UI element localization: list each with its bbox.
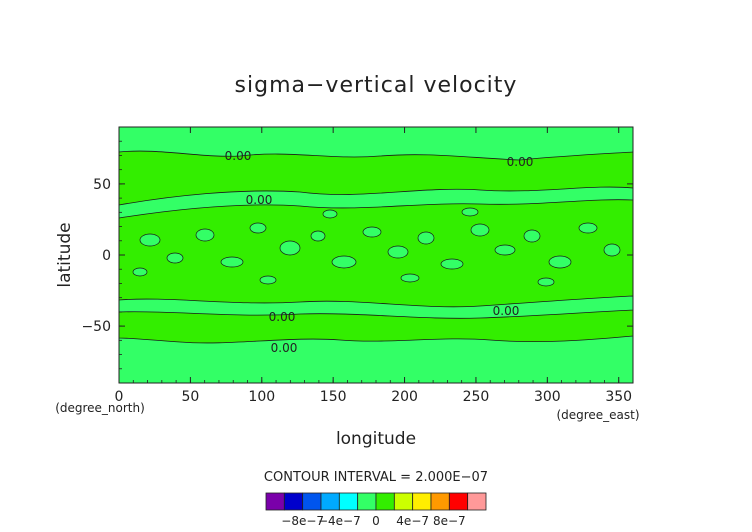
x-axis-label: longitude: [336, 429, 416, 449]
contour-label: 0.00: [271, 341, 298, 355]
colorbar-tick-label: −4e−7: [318, 514, 361, 528]
y-axis-label: latitude: [55, 222, 75, 287]
contour-regions: [118, 150, 634, 344]
contour-region-patch: [279, 240, 301, 256]
x-tick-label: 150: [320, 389, 347, 405]
colorbar-swatch: [283, 492, 304, 511]
contour-region-patch: [440, 258, 464, 270]
y-unit-label: (degree_north): [55, 401, 145, 415]
contour-region-patch: [387, 245, 409, 259]
colorbar-swatch: [357, 492, 377, 511]
contour-region-patch: [362, 226, 382, 238]
contour-region-patch: [166, 252, 184, 264]
colorbar-swatch: [412, 492, 432, 511]
x-unit-label: (degree_east): [556, 408, 639, 422]
x-tick-label: 100: [248, 389, 275, 405]
y-tick-label: 50: [93, 177, 111, 193]
contour-region-patch: [331, 255, 357, 269]
contour-region-patch: [548, 255, 572, 269]
contour-region-patch: [523, 229, 541, 243]
contour-region-patch: [400, 273, 420, 283]
contour-region-patch: [578, 222, 598, 234]
x-tick-label: 200: [391, 389, 418, 405]
contour-region-patch: [139, 233, 161, 247]
contour-region-patch: [220, 256, 244, 268]
colorbar-tick-label: 4e−7: [396, 514, 429, 528]
colorbar-swatch: [338, 492, 359, 511]
contour-region-patch: [310, 230, 326, 242]
contour-interval-label: CONTOUR INTERVAL = 2.000E−07: [264, 470, 488, 485]
x-axis: 0 50 100 150 200 250 300 350: [115, 127, 634, 405]
y-tick-label: −50: [81, 319, 111, 335]
colorbar-tick-label: 8e−7: [433, 514, 466, 528]
colorbar-swatch: [448, 492, 469, 511]
chart-title: sigma−vertical velocity: [235, 73, 518, 98]
colorbar-swatch: [265, 492, 285, 511]
contour-region-patch: [195, 228, 215, 242]
x-tick-label: 0: [115, 389, 124, 405]
x-tick-label: 300: [534, 389, 561, 405]
contour-region-patch: [259, 275, 277, 285]
contour-region-patch: [494, 244, 516, 256]
contour-region-patch: [603, 243, 621, 257]
colorbar-swatch: [467, 492, 487, 511]
colorbar-swatch: [320, 492, 340, 511]
colorbar-tick-label: 0: [372, 514, 380, 528]
x-tick-label: 50: [181, 389, 199, 405]
colorbar-swatch: [375, 492, 395, 511]
contour-label: 0.00: [493, 304, 520, 318]
contour-region-patch: [249, 222, 267, 234]
y-axis: −50 0 50: [81, 126, 633, 384]
contour-label: 0.00: [269, 310, 296, 324]
contour-label: 0.00: [507, 155, 534, 169]
colorbar-tick-label: −8e−7: [281, 514, 324, 528]
contour-region-patch: [537, 277, 555, 287]
plot-area: 0.00 0.00 0.00 0.00 0.00 0.00: [118, 126, 634, 384]
contour-region-patch: [470, 223, 490, 237]
colorbar-swatch: [430, 492, 450, 511]
x-tick-label: 250: [463, 389, 490, 405]
colorbar: −8e−7−4e−7 0 4e−7 8e−7: [265, 492, 487, 528]
y-tick-label: 0: [102, 248, 111, 264]
contour-region-patch: [461, 207, 479, 217]
contour-label: 0.00: [225, 149, 252, 163]
contour-region-patch: [417, 231, 435, 245]
colorbar-swatch: [302, 492, 322, 511]
colorbar-swatch: [393, 492, 414, 511]
x-tick-label: 350: [605, 389, 632, 405]
contour-region-patch: [132, 267, 148, 277]
contour-label: 0.00: [246, 193, 273, 207]
contour-region-patch: [322, 209, 338, 219]
contour-labels: 0.00 0.00 0.00 0.00 0.00 0.00: [225, 149, 534, 355]
